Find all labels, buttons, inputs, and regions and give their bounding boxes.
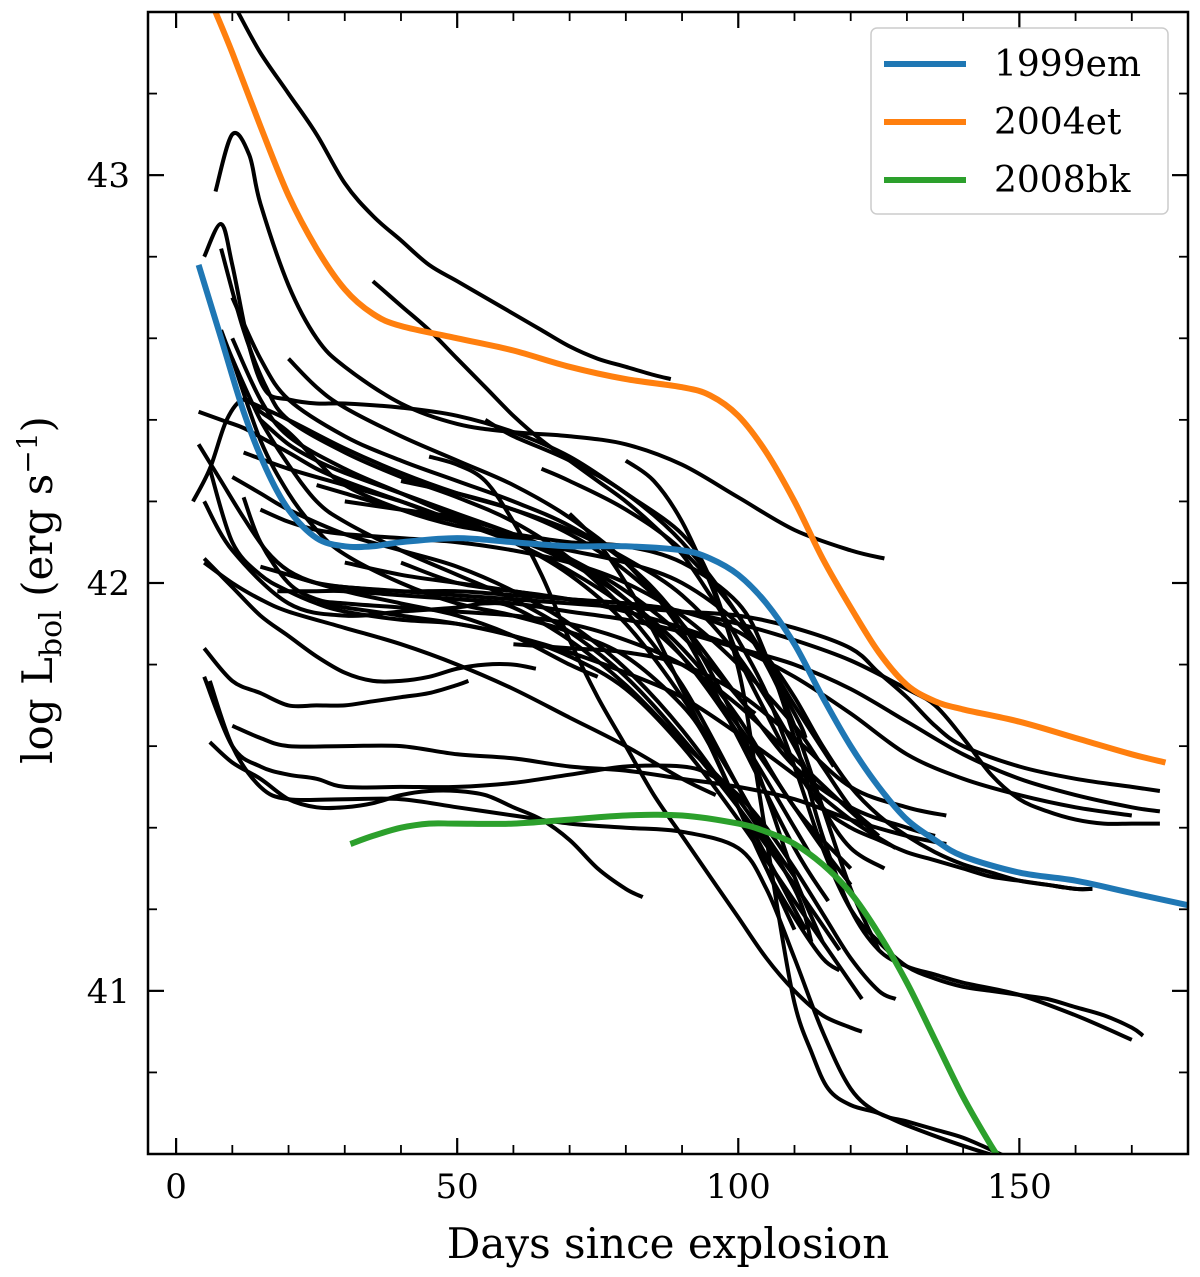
bg-curve-21 xyxy=(287,572,1160,826)
bg-curve-32 xyxy=(344,499,814,858)
bg-curve-34 xyxy=(203,560,717,797)
bg-curve-8 xyxy=(231,723,947,846)
y-tick-label: 42 xyxy=(87,564,130,604)
named-series-lines xyxy=(195,12,1188,1154)
bg-curve-39 xyxy=(400,560,1093,892)
bg-curve-5 xyxy=(191,397,1133,1042)
y-tick-label: 43 xyxy=(87,156,130,196)
x-axis-label: Days since explosion xyxy=(447,1219,890,1268)
bg-curve-13 xyxy=(202,557,537,684)
bg-curve-28 xyxy=(287,357,830,903)
legend-label-2004et: 2004et xyxy=(994,102,1122,143)
bg-curve-42 xyxy=(484,418,808,739)
y-tick-label: 41 xyxy=(87,972,130,1012)
y-axis-ticks: 41 42 43 xyxy=(87,92,1188,1074)
bg-curve-36 xyxy=(428,454,863,1034)
bg-curve-14 xyxy=(202,646,470,709)
legend-label-2008bk: 2008bk xyxy=(994,160,1132,201)
x-axis-ticks: 0 50 100 150 xyxy=(165,12,1133,1207)
bg-curve-33 xyxy=(259,564,599,679)
bg-curve-40 xyxy=(316,601,897,850)
legend: 1999em 2004et 2008bk xyxy=(870,27,1169,215)
bg-curve-9 xyxy=(208,740,644,899)
plot-frame xyxy=(146,10,1190,1156)
x-tick-label: 0 xyxy=(165,1167,187,1207)
series-line-2008bk xyxy=(349,811,1001,1154)
bg-curve-15 xyxy=(207,680,1006,1154)
legend-label-1999em: 1999em xyxy=(994,44,1141,85)
legend-box xyxy=(870,27,1169,215)
x-tick-label: 50 xyxy=(436,1167,479,1207)
series-line-1999em xyxy=(195,264,1188,909)
bg-curve-1 xyxy=(236,12,672,382)
series-line-2004et xyxy=(212,12,1167,766)
x-tick-label: 150 xyxy=(987,1167,1052,1207)
bg-curve-43 xyxy=(540,466,836,768)
bg-curve-31 xyxy=(242,397,886,871)
bg-curve-37 xyxy=(568,512,841,973)
x-tick-label: 100 xyxy=(706,1167,771,1207)
bg-curve-41 xyxy=(400,479,757,716)
bg-curve-10 xyxy=(202,500,814,943)
y-axis-label: log Lbol (erg s−1) xyxy=(11,416,69,764)
bg-curve-7 xyxy=(202,676,897,1001)
bg-curve-3 xyxy=(213,131,885,561)
